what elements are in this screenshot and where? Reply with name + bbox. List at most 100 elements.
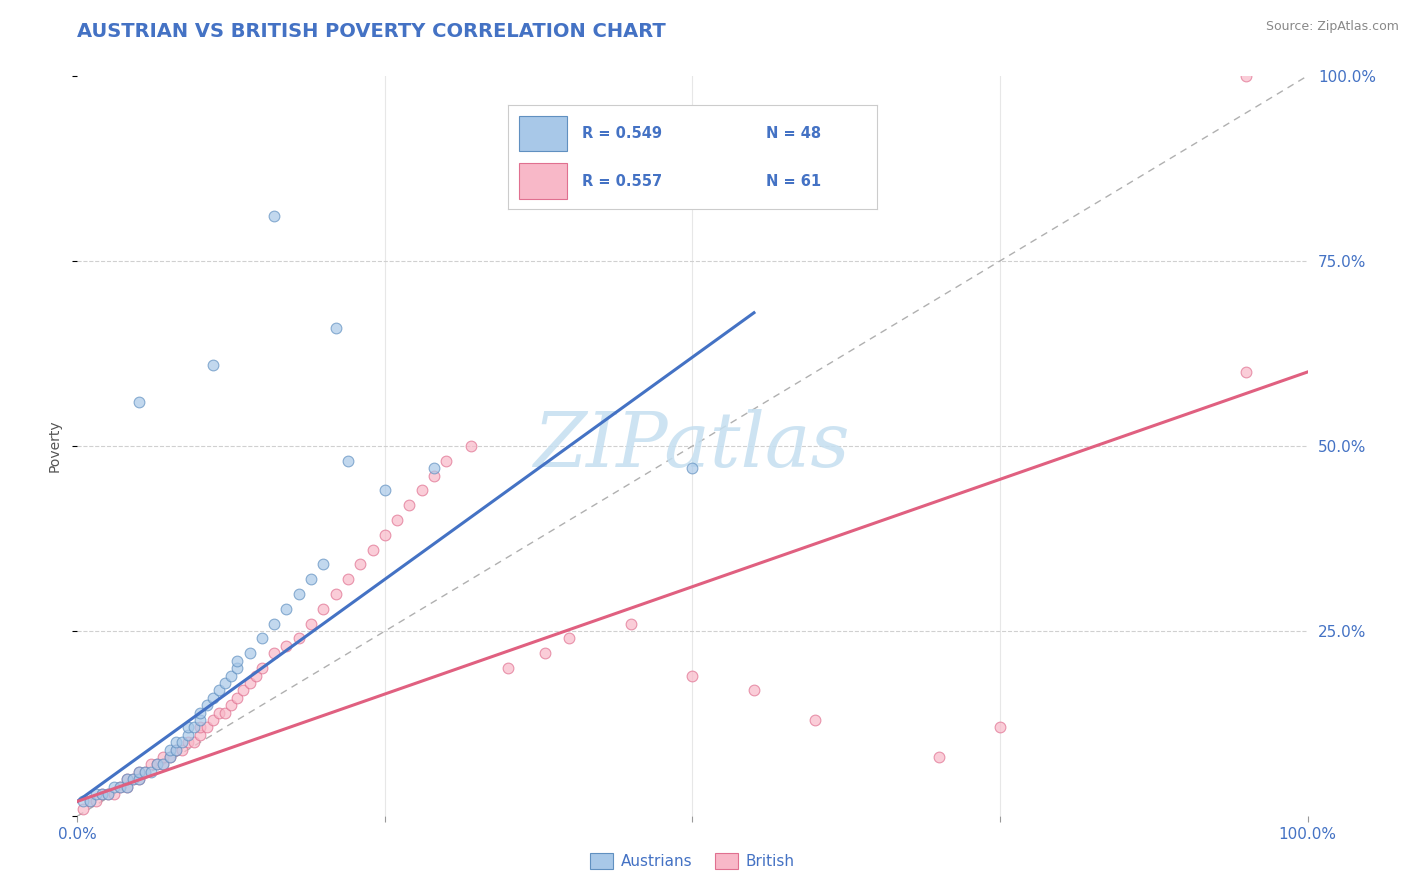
Text: AUSTRIAN VS BRITISH POVERTY CORRELATION CHART: AUSTRIAN VS BRITISH POVERTY CORRELATION … xyxy=(77,22,666,41)
Point xyxy=(742,683,765,698)
Point xyxy=(90,787,114,801)
Point xyxy=(90,787,114,801)
Legend: Austrians, British: Austrians, British xyxy=(583,847,801,875)
Point xyxy=(398,498,420,512)
Point xyxy=(115,772,138,787)
Point xyxy=(152,750,174,764)
Point xyxy=(263,616,285,631)
Point xyxy=(103,787,125,801)
Point xyxy=(159,742,181,756)
Point xyxy=(239,646,262,660)
Point xyxy=(141,757,163,772)
Point xyxy=(325,587,347,601)
Point xyxy=(387,513,409,527)
Point xyxy=(190,713,212,727)
Point xyxy=(79,794,101,808)
Text: ZIPatlas: ZIPatlas xyxy=(534,409,851,483)
Point xyxy=(208,683,231,698)
Point xyxy=(928,750,950,764)
Point xyxy=(374,483,396,498)
Point xyxy=(72,802,94,816)
Point xyxy=(496,661,519,675)
Point xyxy=(146,757,169,772)
Point xyxy=(226,654,249,668)
Point xyxy=(219,698,242,712)
Point xyxy=(325,320,347,334)
Point xyxy=(165,735,187,749)
Point xyxy=(312,558,335,572)
Point xyxy=(201,690,224,705)
Point xyxy=(79,794,101,808)
Point xyxy=(201,713,224,727)
Point xyxy=(288,587,311,601)
Point xyxy=(110,780,132,794)
Point xyxy=(250,661,273,675)
Point xyxy=(361,542,384,557)
Point xyxy=(312,602,335,616)
Point xyxy=(226,690,249,705)
Text: Source: ZipAtlas.com: Source: ZipAtlas.com xyxy=(1265,20,1399,33)
Point xyxy=(110,780,132,794)
Point xyxy=(214,706,236,720)
Point xyxy=(1234,365,1257,379)
Point xyxy=(276,602,298,616)
Point xyxy=(250,632,273,646)
Point xyxy=(165,742,187,756)
Point xyxy=(165,742,187,756)
Point xyxy=(183,735,205,749)
Point xyxy=(263,646,285,660)
Point xyxy=(620,616,643,631)
Point xyxy=(195,720,218,734)
Point xyxy=(239,676,262,690)
Point xyxy=(159,750,181,764)
Point xyxy=(72,794,94,808)
Point xyxy=(84,794,107,808)
Point xyxy=(423,468,446,483)
Point xyxy=(436,454,458,468)
Point xyxy=(128,772,150,787)
Point xyxy=(288,632,311,646)
Point xyxy=(411,483,433,498)
Point xyxy=(134,764,156,779)
Point xyxy=(423,461,446,475)
Point xyxy=(177,720,200,734)
Point xyxy=(682,461,704,475)
Point xyxy=(534,646,557,660)
Point xyxy=(103,780,125,794)
Point xyxy=(183,720,205,734)
Point xyxy=(374,528,396,542)
Point xyxy=(97,787,120,801)
Point xyxy=(201,358,224,372)
Point xyxy=(115,780,138,794)
Point xyxy=(177,735,200,749)
Point xyxy=(177,728,200,742)
Point xyxy=(128,764,150,779)
Point xyxy=(152,757,174,772)
Point xyxy=(208,706,231,720)
Point xyxy=(146,757,169,772)
Point xyxy=(988,720,1011,734)
Point xyxy=(263,210,285,224)
Point xyxy=(337,454,360,468)
Point xyxy=(195,698,218,712)
Point xyxy=(128,394,150,409)
Point xyxy=(214,676,236,690)
Point xyxy=(141,764,163,779)
Point xyxy=(245,668,267,682)
Point xyxy=(226,661,249,675)
Point xyxy=(232,683,254,698)
Point xyxy=(682,668,704,682)
Point xyxy=(97,787,120,801)
Point xyxy=(276,639,298,653)
Point xyxy=(337,572,360,586)
Point xyxy=(170,735,193,749)
Point xyxy=(121,772,143,787)
Point xyxy=(190,728,212,742)
Point xyxy=(299,572,322,586)
Point xyxy=(128,764,150,779)
Point xyxy=(349,558,371,572)
Point xyxy=(152,757,174,772)
Point xyxy=(804,713,827,727)
Point xyxy=(84,787,107,801)
Point xyxy=(558,632,581,646)
